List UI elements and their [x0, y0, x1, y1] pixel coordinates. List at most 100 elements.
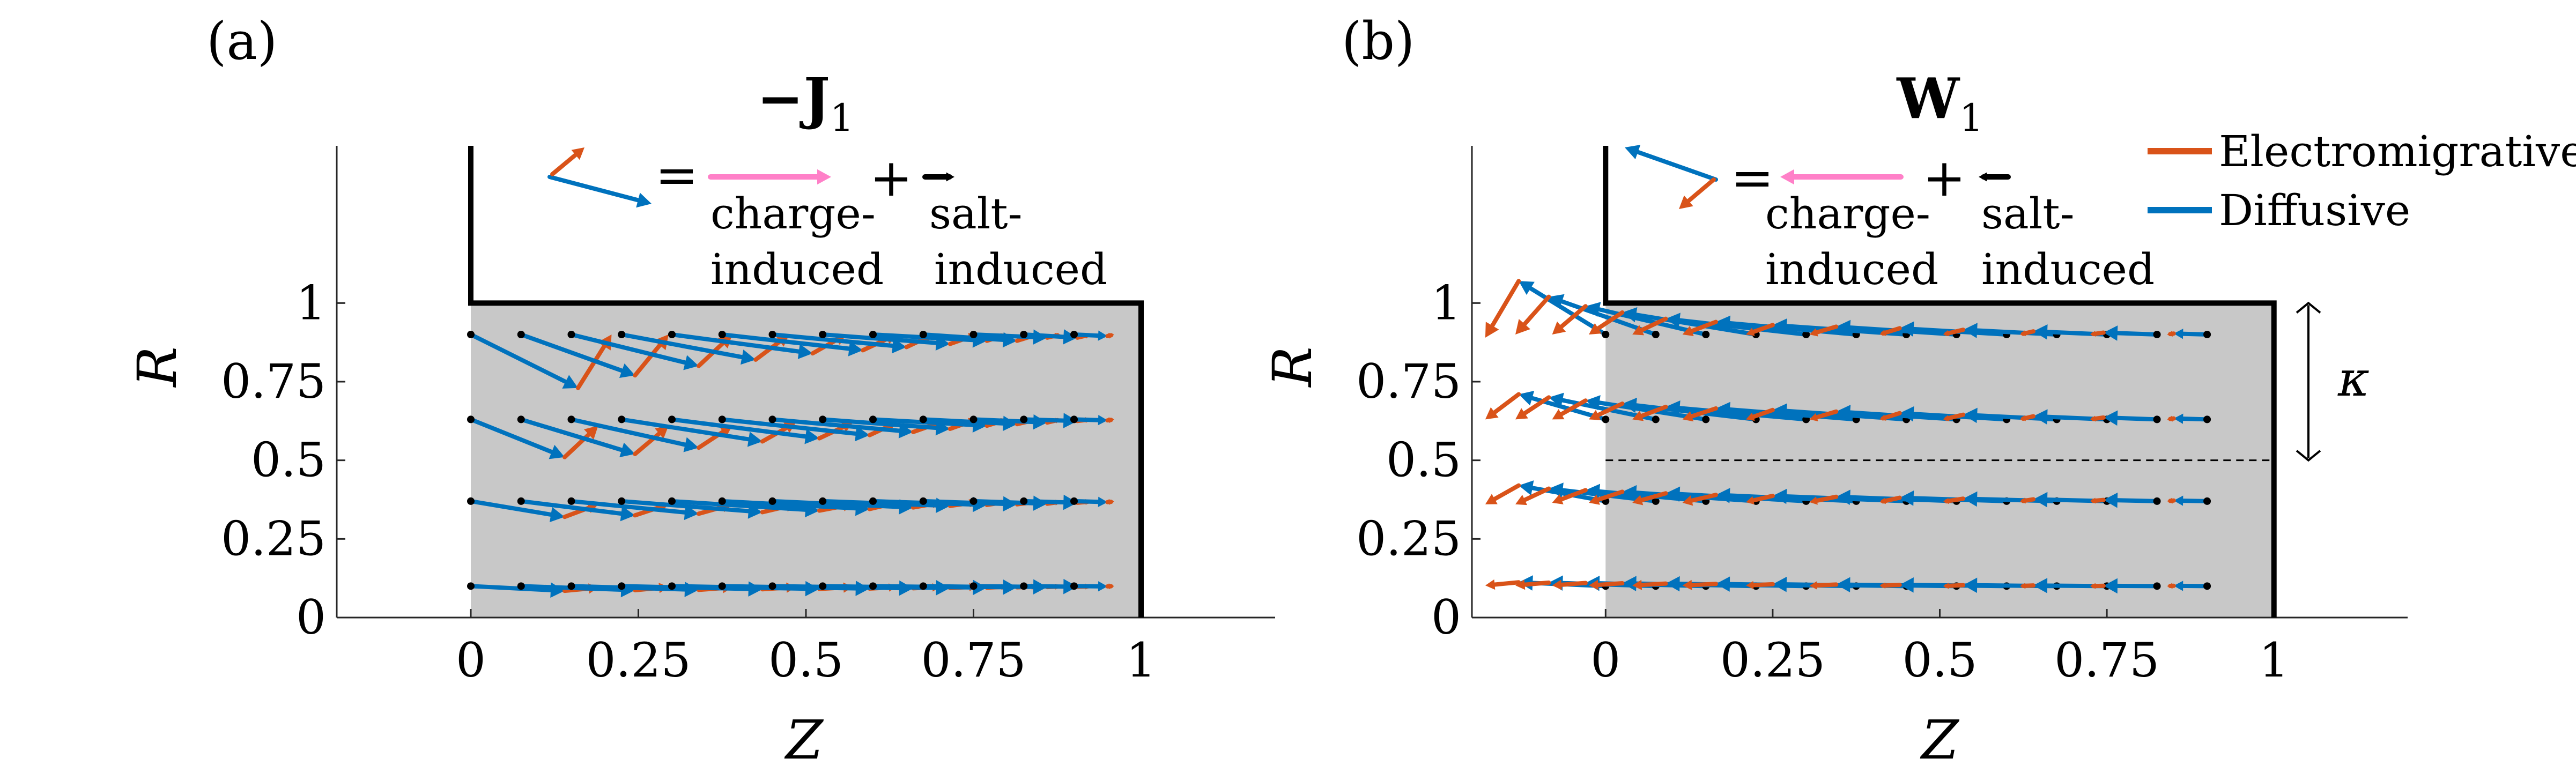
panel-b-salt-label-1: salt-	[1981, 189, 2075, 239]
panel-b-diffusive-arrow-0-12	[2173, 329, 2210, 339]
panel-a-diffusive-arrow-0-1-shaft	[519, 332, 630, 375]
panel-a-diffusive-arrow-1-3-shaft	[619, 417, 757, 443]
panel-a-equation-plus: +	[870, 148, 913, 208]
panel-b-electromigrative-arrow-3-6-shaft	[1748, 582, 1775, 588]
panel-a-sample-point-1-1	[517, 415, 525, 423]
panel-b-sample-point-3-12	[2203, 582, 2211, 590]
panel-a-electromigrative-arrow-1-12-head	[1108, 417, 1114, 423]
panel-a-sample-point-1-6	[768, 415, 776, 423]
panel-b-electromigrative-arrow-2-3	[1589, 489, 1625, 505]
panel-a-electromigrative-arrow-1-1-shaft	[633, 428, 665, 456]
panel-b-electromigrative-arrow-1-4-shaft	[1635, 404, 1668, 420]
panel-b-electromigrative-arrow-1-1	[1515, 395, 1551, 420]
panel-b-diffusive-arrow-2-0-shaft	[1524, 485, 1608, 503]
panel-b-diffusive-arrow-0-0-shaft	[1523, 283, 1608, 337]
panel-b-diffusive-arrow-2-5-head	[1715, 488, 1730, 503]
panel-b-electromigrative-arrow-2-10-head	[2020, 497, 2026, 504]
panel-a-sample-point-2-8	[869, 497, 877, 505]
panel-b-diffusive-arrow-1-7-head	[1836, 405, 1851, 420]
panel-b-diffusive-arrow-1-11	[2103, 410, 2159, 426]
panel-b-electromigrative-arrow-0-11	[2090, 330, 2106, 337]
panel-a-electromigrative-arrow-3-12-head	[1108, 583, 1114, 590]
panel-b-diffusive-arrow-1-8-head	[1899, 406, 1914, 422]
panel-a-sample-point-3-0	[467, 582, 475, 590]
panel-a-ytick-label-3: 0.75	[221, 354, 326, 409]
legend-electromigrative-label: Electromigrative	[2219, 127, 2576, 176]
panel-b-diffusive-arrow-1-4-shaft	[1672, 405, 1809, 422]
panel-a-diffusive-arrow-1-1-shaft	[519, 417, 630, 454]
panel-b-diffusive-arrow-1-9-head	[1963, 407, 1978, 423]
panel-b-diffusive-arrow-3-12-head	[2173, 581, 2183, 591]
panel-b-charge-label-1: charge-	[1765, 189, 1930, 239]
panel-a-sample-point-2-2	[567, 497, 575, 505]
panel-b-electromigrative-arrow-0-1-shaft	[1519, 294, 1551, 331]
panel-a-sample-point-0-3	[618, 331, 626, 338]
panel-a-sample-point-0-2	[567, 331, 575, 338]
panel-b-electromigrative-arrow-1-8-head	[1879, 414, 1886, 421]
panel-b-diffusive-arrow-1-3-shaft	[1628, 402, 1758, 422]
panel-a-electromigrative-arrow-1-12	[1105, 417, 1114, 423]
panel-b-diffusive-arrow-0-12-head	[2173, 329, 2183, 339]
panel-b-electromigrative-arrow-3-11	[2090, 583, 2106, 589]
panel-b-xtick-label-0: 0	[1590, 633, 1620, 688]
panel-a-diffusive-arrow-2-11	[1021, 494, 1078, 510]
panel-a-diffusive-arrow-2-4-shaft	[670, 499, 813, 512]
panel-a-diffusive-arrow-0-11-head	[1063, 329, 1078, 345]
panel-a-diffusive-arrow-1-2-shaft	[569, 417, 693, 448]
panel-b-electromigrative-arrow-2-10	[2020, 497, 2035, 504]
panel-b-electromigrative-arrow-3-4-shaft	[1635, 581, 1668, 588]
panel-a-sample-point-1-5	[718, 415, 726, 423]
panel-b-electromigrative-arrow-2-9-shaft	[1944, 496, 1966, 504]
legend-diffusive-label: Diffusive	[2219, 185, 2410, 235]
panel-a-sample-point-3-3	[618, 582, 626, 590]
panel-a-equation-salt-arrow	[922, 172, 954, 182]
panel-b-diffusive-arrow-1-7-shaft	[1842, 410, 1959, 422]
panel-b-electromigrative-arrow-2-2-head	[1552, 494, 1564, 504]
panel-a-diffusive-arrow-0-11-shaft	[1021, 332, 1071, 339]
panel-a-diffusive-arrow-2-12-shaft	[1072, 499, 1104, 504]
panel-b-electromigrative-arrow-0-5-head	[1682, 325, 1694, 337]
svg-text:−J1: −J1	[757, 65, 854, 140]
panel-b-diffusive-arrow-2-9-head	[1963, 491, 1978, 507]
panel-a-diffusive-arrow-1-8-shaft	[871, 417, 981, 428]
panel-a-diffusive-arrow-1-3-head	[747, 432, 763, 447]
panel-a-diffusive-arrow-1-3	[619, 417, 763, 447]
panel-b-electromigrative-arrow-1-7-shaft	[1811, 409, 1839, 420]
panel-b-label: (b)	[1342, 11, 1415, 71]
panel-a-sample-point-1-0	[467, 415, 475, 423]
panel-b-electromigrative-arrow-1-12-head	[2167, 415, 2173, 422]
panel-b-electromigrative-arrow-1-8-shaft	[1881, 411, 1902, 421]
panel-a-diffusive-arrow-2-6-shaft	[770, 499, 907, 509]
panel-b-ytick-label-4: 1	[1431, 275, 1461, 330]
panel-a-diffusive-arrow-0-4-shaft	[670, 332, 807, 355]
panel-b-equation-electromigrative-example-head	[1679, 195, 1693, 209]
panel-a-electromigrative-arrow-1-0	[562, 426, 598, 459]
panel-b-electromigrative-arrow-1-7-head	[1809, 413, 1818, 421]
panel-a-diffusive-arrow-1-4-head	[804, 429, 819, 444]
panel-a-xlabel: Z	[784, 709, 824, 771]
panel-a-diffusive-arrow-0-7-shaft	[820, 332, 944, 346]
panel-b-diffusive-arrow-3-10-head	[2033, 578, 2048, 593]
svg-text:W1: W1	[1896, 65, 1983, 140]
panel-b-electromigrative-arrow-3-5	[1682, 579, 1718, 590]
panel-b-electromigrative-arrow-2-5	[1682, 493, 1718, 506]
panel-a-ytick-label-4: 1	[296, 275, 326, 330]
panel-b-electromigrative-arrow-0-0-shaft	[1487, 279, 1521, 333]
panel-b-electromigrative-arrow-1-2-head	[1552, 408, 1565, 420]
panel-a-diffusive-arrow-1-6-shaft	[770, 417, 907, 434]
panel-b-diffusive-arrow-3-8-head	[1899, 577, 1914, 593]
panel-a-equation-diffusive-example	[547, 175, 652, 208]
panel-a-sample-point-1-11	[1020, 415, 1028, 423]
panel-b-electromigrative-arrow-2-5-shaft	[1686, 493, 1718, 504]
panel-b-diffusive-arrow-0-5	[1715, 315, 1859, 337]
panel-b-electromigrative-arrow-0-2-head	[1552, 321, 1566, 335]
panel-a-sample-point-0-12	[1070, 331, 1078, 338]
panel-a-diffusive-arrow-2-0	[469, 499, 565, 523]
panel-a-sample-point-2-12	[1070, 497, 1078, 505]
panel-b-xtick-label-1: 0.25	[1720, 633, 1825, 688]
panel-b-electromigrative-arrow-3-2-head	[1552, 579, 1562, 590]
panel-b-electromigrative-arrow-3-2	[1552, 579, 1588, 590]
panel-a-diffusive-arrow-0-2	[569, 332, 699, 370]
panel-a-electromigrative-arrow-0-0-shaft	[576, 339, 610, 390]
panel-b-diffusive-arrow-0-7	[1836, 319, 1959, 337]
